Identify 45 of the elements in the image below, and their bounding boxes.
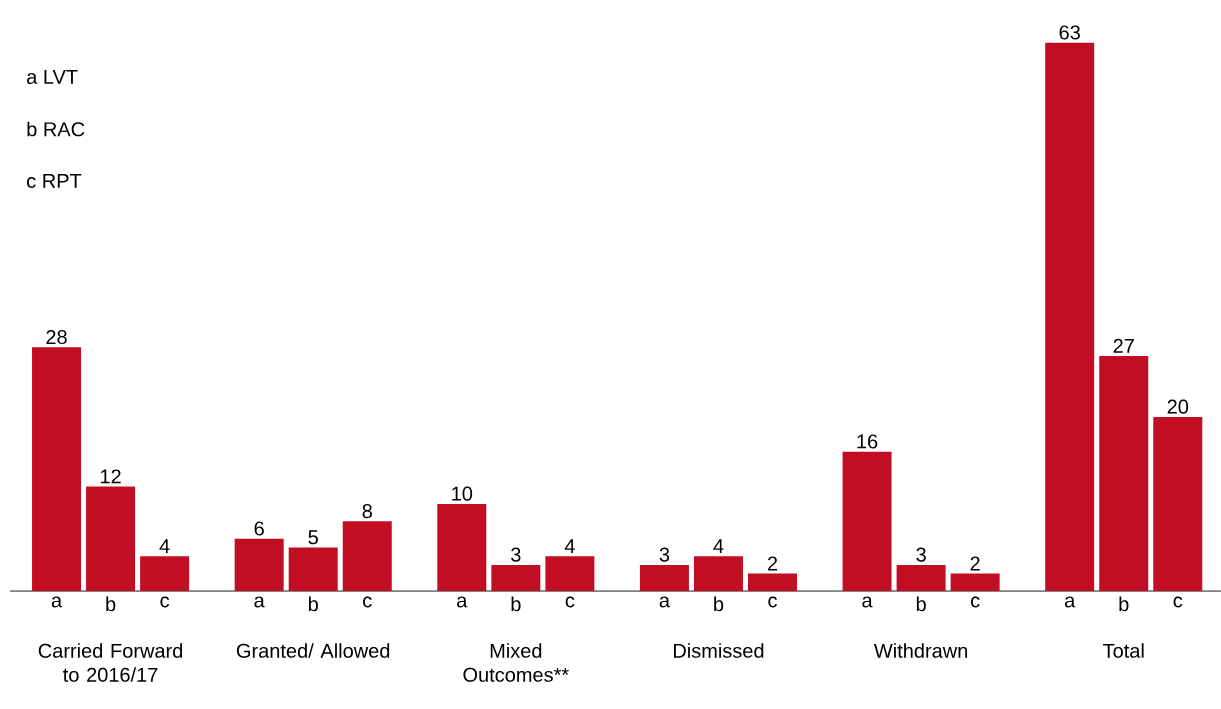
- data-label: 28: [46, 329, 67, 345]
- x-tick-label: a: [1064, 596, 1076, 608]
- x-tick-label: a: [254, 596, 265, 608]
- x-tick-label: c: [160, 596, 170, 608]
- data-label: 10: [452, 486, 473, 501]
- annotation: a LVT: [27, 70, 78, 84]
- x-tick-label: c: [1173, 596, 1183, 608]
- x-tick-label: c: [970, 596, 980, 608]
- x-tick-label: a: [457, 596, 468, 608]
- data-label: 8: [362, 504, 372, 519]
- data-label: 3: [916, 547, 926, 562]
- text: Granted/ Allowed: [236, 643, 390, 658]
- x-tick-label: b: [308, 596, 318, 612]
- x-tick-label: b: [106, 596, 116, 612]
- x-tick-label: b: [916, 596, 926, 612]
- text: Total: [1103, 643, 1144, 658]
- data-label: 4: [564, 539, 575, 553]
- data-label: 16: [857, 434, 878, 449]
- text: Carried Forward to 2016/17: [38, 643, 183, 682]
- x-tick-label: b: [714, 596, 724, 612]
- x-tick-label: c: [768, 596, 777, 608]
- data-label: 5: [308, 530, 318, 545]
- data-label: 27: [1113, 338, 1134, 353]
- data-label: 12: [100, 469, 121, 484]
- annotation: c RPT: [27, 174, 82, 188]
- data-label: 3: [659, 547, 670, 562]
- data-label: 2: [767, 556, 778, 571]
- data-label: 2: [970, 556, 980, 571]
- text: Withdrawn: [873, 643, 968, 658]
- data-label: 20: [1167, 399, 1189, 414]
- data-label: 4: [159, 539, 170, 553]
- data-label: 3: [511, 547, 521, 562]
- data-label: 63: [1059, 25, 1080, 40]
- x-tick-label: a: [862, 596, 873, 608]
- x-tick-label: c: [565, 596, 575, 608]
- x-tick-label: b: [511, 596, 521, 612]
- data-label: 4: [713, 539, 724, 553]
- x-tick-label: c: [363, 596, 372, 608]
- x-tick-label: a: [51, 596, 63, 608]
- text: Mixed Outcomes**: [463, 643, 569, 682]
- x-tick-label: b: [1119, 596, 1129, 612]
- x-tick-label: a: [659, 596, 670, 608]
- text: Dismissed: [674, 643, 764, 658]
- data-label: 6: [254, 521, 264, 536]
- annotation: b RAC: [27, 121, 85, 137]
